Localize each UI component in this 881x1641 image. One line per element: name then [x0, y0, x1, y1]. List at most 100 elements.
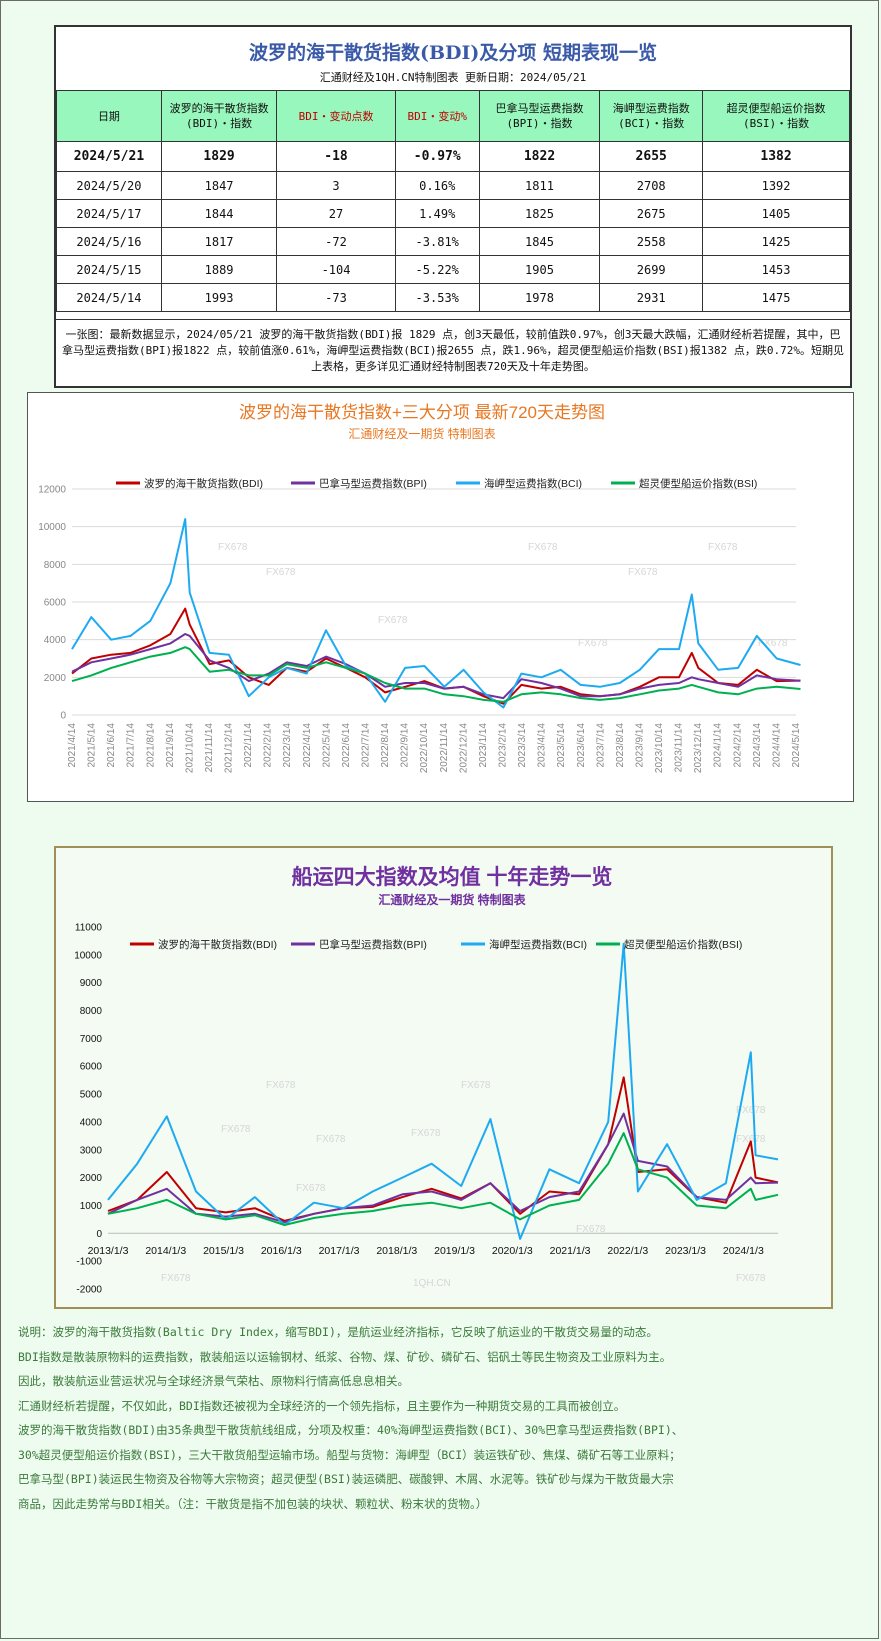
table-subtitle: 汇通财经及1QH.CN特制图表 更新日期：2024/05/21 [319, 71, 587, 84]
table-cell: 1822 [478, 141, 601, 172]
table-cell: 2675 [599, 199, 704, 228]
header-text: BDI・变动% [407, 109, 467, 123]
legend-label-bci: 海岬型运费指数(BCI) [484, 477, 582, 490]
x-tick-label: 2014/1/3 [145, 1245, 186, 1257]
x-tick-label: 2023/8/14 [615, 723, 626, 768]
x-tick-label: 2015/1/3 [203, 1245, 244, 1257]
table-cell: 1453 [702, 255, 850, 284]
y-tick-label: 4000 [80, 1117, 103, 1128]
x-tick-label: 2023/4/14 [537, 723, 548, 768]
y-tick-label: 3000 [80, 1145, 103, 1156]
explanation-text: 说明：波罗的海干散货指数(Baltic Dry Index，缩写BDI)，是航运… [18, 1320, 868, 1516]
header-text: (BCI)・指数 [618, 117, 685, 130]
header-text: (BPI)・指数 [506, 117, 573, 130]
legend-label-bsi: 超灵便型船运价指数(BSI) [639, 477, 757, 490]
x-tick-label: 2024/4/14 [771, 723, 782, 768]
table-cell: 2558 [599, 227, 704, 256]
y-tick-label: -2000 [76, 1285, 102, 1296]
watermark-text: 1QH.CN [413, 1278, 451, 1289]
watermark-text: FX678 [736, 1134, 766, 1145]
table-body: 2024/5/21 1829 -18 -0.97% 1822 2655 1382 2024/5… [56, 141, 850, 312]
watermark-text: FX678 [758, 638, 788, 649]
x-tick-label: 2020/1/3 [492, 1245, 533, 1257]
watermark-text: FX678 [736, 1273, 766, 1284]
table-cell: 1993 [160, 283, 278, 312]
x-tick-label: 2021/1/3 [550, 1245, 591, 1257]
summary-table-panel: 波罗的海干散货指数(BDI)及分项 短期表现一览 汇通财经及1QH.CN特制图表… [54, 25, 852, 388]
table-cell: 1382 [702, 141, 850, 172]
watermark-text: FX678 [576, 1224, 606, 1235]
table-cell: 1392 [702, 171, 850, 200]
x-tick-label: 2021/8/14 [145, 723, 156, 768]
table-header-row: 日期 波罗的海干散货指数 (BDI)・指数 BDI・变动点数 BDI・变动% 巴拿马型运费… [56, 90, 850, 142]
y-tick-label: 8000 [44, 560, 67, 571]
table-row: 2024/5/16 1817 -72 -3.81% 1845 2558 1425 [56, 227, 850, 256]
table-cell: 2931 [599, 283, 704, 312]
table-cell: 27 [276, 199, 396, 228]
x-tick-label: 2022/6/14 [341, 723, 352, 768]
watermark-text: FX678 [461, 1080, 491, 1091]
header-text: 巴拿马型运费指数 [495, 102, 584, 115]
table-cell: -5.22% [394, 255, 480, 284]
x-tick-label: 2021/5/14 [87, 723, 98, 768]
x-tick-label: 2022/10/14 [419, 723, 430, 773]
x-tick-label: 2023/3/14 [517, 723, 528, 768]
table-cell: 2708 [599, 171, 704, 200]
x-tick-label: 2023/5/14 [556, 723, 567, 768]
chart-title: 船运四大指数及均值 十年走势一览 [292, 865, 613, 889]
legend-label-bpi: 巴拿马型运费指数(BPI) [319, 477, 427, 490]
y-tick-label: 7000 [80, 1034, 103, 1045]
y-tick-label: 0 [60, 711, 66, 722]
explanation-line: BDI指数是散装原物料的运费指数，散装船运以运输钢材、纸浆、谷物、煤、矿砂、磷矿… [18, 1349, 672, 1364]
table-header-2: BDI・变动点数 [276, 90, 396, 142]
x-tick-label: 2023/10/14 [654, 723, 665, 773]
table-row: 2024/5/21 1829 -18 -0.97% 1822 2655 1382 [56, 141, 850, 172]
table-cell: 2024/5/21 [56, 141, 162, 172]
series-line-bpi [107, 1112, 779, 1224]
y-tick-label: 9000 [80, 978, 103, 989]
x-tick-label: 2024/3/14 [752, 723, 763, 768]
legend-label-bsi: 超灵便型船运价指数(BSI) [624, 938, 742, 951]
x-tick-label: 2024/1/14 [713, 723, 724, 768]
watermark-text: FX678 [628, 567, 658, 578]
y-tick-label: 10000 [38, 522, 66, 533]
explanation-line: 巴拿马型(BPI)装运民生物资及谷物等大宗物资；超灵便型(BSI)装运磷肥、碳酸… [18, 1472, 674, 1486]
series-line-bdi [71, 607, 801, 705]
y-tick-label: 2000 [44, 673, 67, 684]
header-text: BDI・变动点数 [298, 109, 374, 123]
series-line-bci [71, 518, 801, 709]
x-tick-label: 2021/10/14 [184, 723, 195, 773]
header-text: 日期 [97, 109, 120, 123]
table-cell: -18 [276, 141, 396, 172]
index-table: 日期 波罗的海干散货指数 (BDI)・指数 BDI・变动点数 BDI・变动% 巴拿马型运费… [56, 90, 850, 312]
x-tick-label: 2022/9/14 [400, 723, 411, 768]
watermark-text: FX678 [266, 1080, 296, 1091]
watermark-text: FX678 [316, 1134, 346, 1145]
legend-label-bdi: 波罗的海干散货指数(BDI) [158, 938, 277, 951]
y-tick-label: 6000 [80, 1062, 103, 1073]
header-text: (BSI)・指数 [742, 117, 810, 130]
table-row: 2024/5/17 1844 27 1.49% 1825 2675 1405 [56, 199, 850, 228]
watermark-text: FX678 [411, 1128, 441, 1139]
legend-label-bci: 海岬型运费指数(BCI) [489, 938, 587, 951]
table-cell: 2699 [599, 255, 704, 284]
table-row: 2024/5/20 1847 3 0.16% 1811 2708 1392 [56, 171, 850, 200]
x-tick-label: 2023/12/14 [693, 723, 704, 773]
x-tick-label: 2023/9/14 [634, 723, 645, 768]
table-cell: 2024/5/15 [56, 255, 162, 284]
x-tick-label: 2023/1/14 [478, 723, 489, 768]
watermark-text: FX678 [266, 567, 296, 578]
explanation-line: 商品，因此走势常与BDI相关。（注：干散货是指不加包装的块状、颗粒状、粉末状的货… [18, 1496, 488, 1511]
table-cell: 2024/5/20 [56, 171, 162, 200]
y-tick-label: 1000 [80, 1201, 103, 1212]
y-tick-label: 4000 [44, 635, 67, 646]
x-tick-label: 2021/4/14 [67, 723, 78, 768]
x-tick-label: 2022/12/14 [458, 723, 469, 773]
header-text: 波罗的海干散货指数 [169, 102, 269, 115]
watermark-text: FX678 [736, 1105, 766, 1116]
series-line-bpi [71, 633, 801, 700]
table-header-5: 海岬型运费指数 (BCI)・指数 [599, 90, 704, 142]
table-cell: 1817 [160, 227, 278, 256]
chart-ten-year-panel: 船运四大指数及均值 十年走势一览 汇通财经及一期货 特制图表 -2000 -1000 0… [54, 846, 833, 1309]
